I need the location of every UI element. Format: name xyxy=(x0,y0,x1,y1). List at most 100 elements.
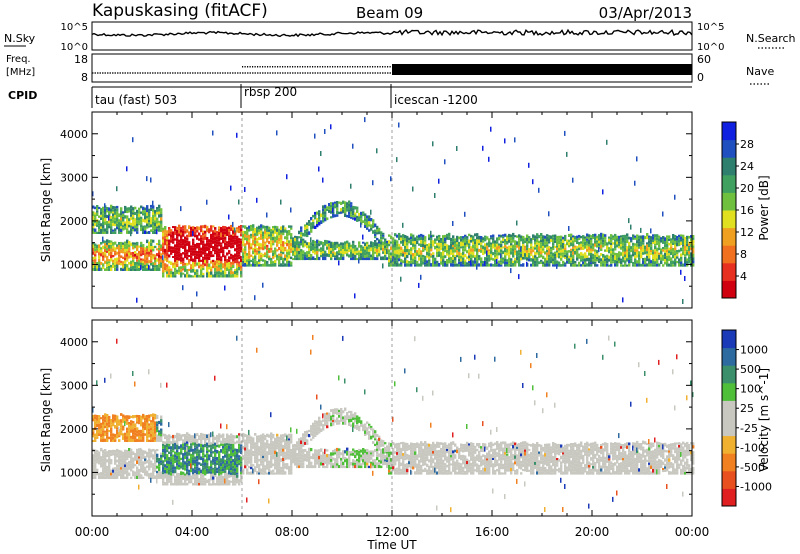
heatmap-cell xyxy=(514,263,517,267)
heatmap-cell xyxy=(92,456,95,460)
heatmap-cell xyxy=(652,254,655,257)
heatmap-cell xyxy=(534,257,537,261)
heatmap-cell xyxy=(204,230,207,234)
heatmap-cell xyxy=(498,252,501,256)
heatmap-cell xyxy=(636,243,639,247)
heatmap-cell xyxy=(550,254,553,257)
heatmap-cell xyxy=(154,425,157,428)
heatmap-cell xyxy=(468,245,471,249)
heatmap-cell xyxy=(220,256,223,259)
heatmap-cell xyxy=(142,213,145,216)
heatmap-cell xyxy=(146,221,149,224)
heatmap-cell xyxy=(636,254,639,258)
heatmap-cell xyxy=(208,469,211,472)
heatmap-cell xyxy=(176,241,179,244)
heatmap-cell xyxy=(206,434,209,438)
heatmap-cell xyxy=(494,257,497,260)
heatmap-cell xyxy=(142,252,145,255)
heatmap-cell xyxy=(168,229,171,234)
heatmap-cell xyxy=(396,240,399,244)
heatmap-cell xyxy=(300,231,303,235)
heatmap-cell xyxy=(286,242,289,247)
heatmap-cell xyxy=(96,420,99,424)
heatmap-cell xyxy=(224,440,227,444)
heatmap-cell xyxy=(236,268,239,271)
scatter-cell xyxy=(562,243,564,248)
heatmap-cell xyxy=(324,214,327,218)
heatmap-cell xyxy=(566,250,569,253)
heatmap-cell xyxy=(202,241,205,244)
heatmap-cell xyxy=(142,413,145,418)
heatmap-cell xyxy=(530,263,533,267)
heatmap-cell xyxy=(332,214,335,218)
heatmap-cell xyxy=(364,255,367,258)
heatmap-cell xyxy=(128,422,131,424)
heatmap-cell xyxy=(320,220,323,224)
heatmap-cell xyxy=(258,248,261,251)
heatmap-cell xyxy=(342,245,345,249)
heatmap-cell xyxy=(344,249,347,251)
heatmap-cell xyxy=(110,226,113,229)
heatmap-cell xyxy=(326,240,329,244)
heatmap-cell xyxy=(440,245,443,248)
heatmap-cell xyxy=(504,250,507,253)
heatmap-cell xyxy=(226,482,229,486)
heatmap-cell xyxy=(114,258,117,262)
heatmap-cell xyxy=(162,466,165,470)
heatmap-cell xyxy=(380,231,383,235)
heatmap-cell xyxy=(196,269,199,273)
heatmap-cell xyxy=(134,415,137,418)
heatmap-cell xyxy=(156,220,159,224)
heatmap-cell xyxy=(118,254,121,257)
heatmap-cell xyxy=(246,235,249,238)
heatmap-cell xyxy=(96,472,99,476)
heatmap-cell xyxy=(248,454,251,457)
heatmap-cell xyxy=(264,236,267,239)
heatmap-cell xyxy=(226,245,229,250)
heatmap-cell xyxy=(248,471,251,475)
heatmap-cell xyxy=(350,211,353,215)
heatmap-cell xyxy=(226,450,229,454)
heatmap-cell xyxy=(474,257,477,261)
heatmap-cell xyxy=(92,428,95,432)
heatmap-cell xyxy=(200,228,203,233)
heatmap-cell xyxy=(188,262,191,265)
heatmap-cell xyxy=(184,252,187,256)
heatmap-cell xyxy=(304,243,307,247)
heatmap-cell xyxy=(236,250,239,253)
heatmap-cell xyxy=(288,225,291,228)
heatmap-cell xyxy=(94,460,97,463)
heatmap-cell xyxy=(154,459,157,462)
heatmap-cell xyxy=(110,433,113,437)
heatmap-cell xyxy=(552,256,555,259)
heatmap-cell xyxy=(456,263,459,267)
heatmap-cell xyxy=(202,452,205,456)
heatmap-cell xyxy=(214,466,217,469)
heatmap-cell xyxy=(590,262,593,265)
heatmap-cell xyxy=(544,244,547,248)
heatmap-cell xyxy=(656,234,659,238)
heatmap-cell xyxy=(328,203,331,207)
heatmap-cell xyxy=(274,230,277,234)
heatmap-cell xyxy=(252,243,255,246)
heatmap-cell xyxy=(106,451,109,454)
heatmap-cell xyxy=(106,266,109,269)
heatmap-cell xyxy=(96,244,99,249)
heatmap-cell xyxy=(344,207,347,210)
heatmap-cell xyxy=(504,255,507,259)
heatmap-cell xyxy=(446,259,449,261)
heatmap-cell xyxy=(664,249,667,253)
heatmap-cell xyxy=(328,251,331,254)
heatmap-cell xyxy=(610,263,613,267)
heatmap-cell xyxy=(138,213,141,218)
heatmap-cell xyxy=(378,227,381,232)
heatmap-cell xyxy=(654,237,657,241)
heatmap-cell xyxy=(506,246,509,249)
heatmap-cell xyxy=(168,464,171,467)
heatmap-cell xyxy=(138,451,141,454)
heatmap-cell xyxy=(480,257,483,261)
heatmap-cell xyxy=(232,479,235,484)
colorbar-segment xyxy=(722,262,736,281)
heatmap-cell xyxy=(532,237,535,240)
heatmap-cell xyxy=(246,454,249,457)
